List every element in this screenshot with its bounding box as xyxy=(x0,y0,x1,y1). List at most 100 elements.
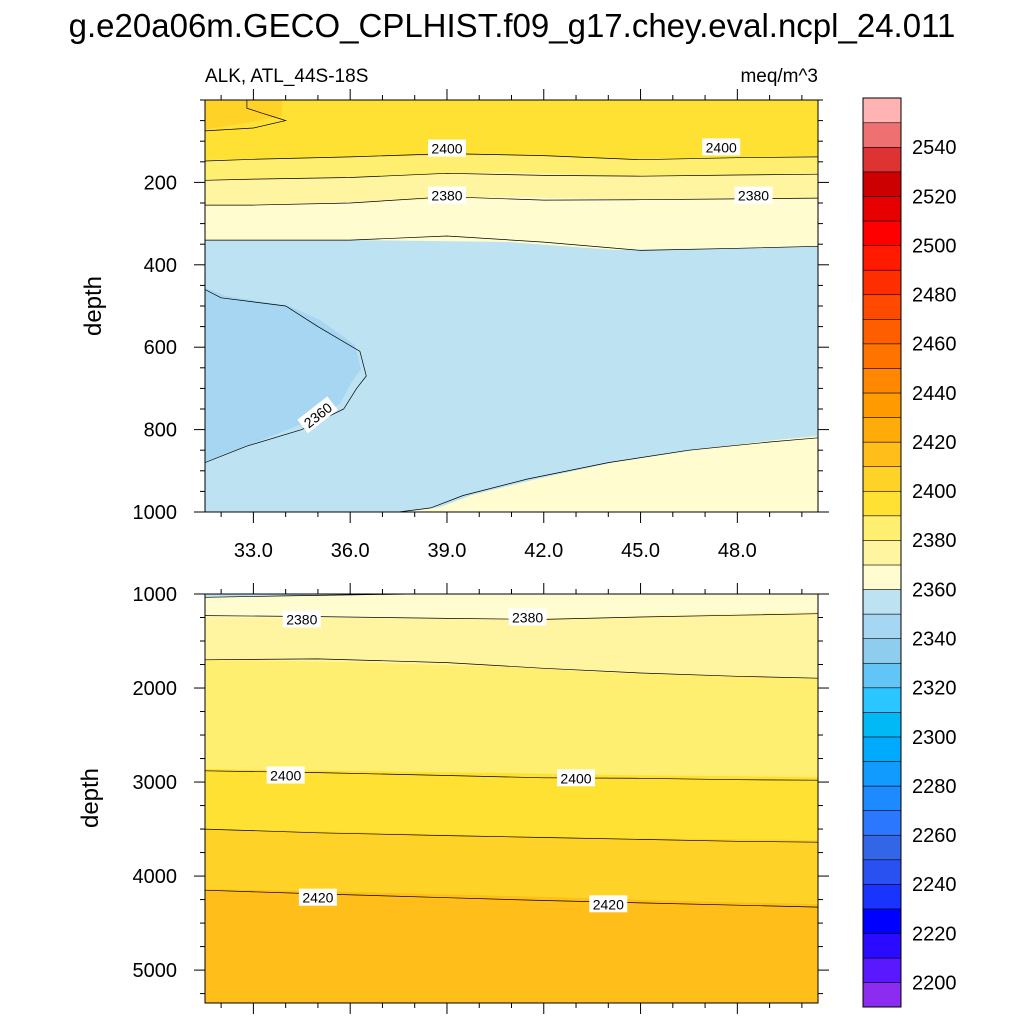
colorbar-tick-label: 2400 xyxy=(912,481,957,503)
contour-label-text: 2420 xyxy=(302,890,333,906)
upper-fill-band-2390 xyxy=(205,155,818,180)
contour-label-bg xyxy=(282,610,321,628)
x-tick-label: 36.0 xyxy=(331,540,370,562)
chart-units-label: meq/m^3 xyxy=(740,66,818,87)
x-tick-label: 39.0 xyxy=(428,540,467,562)
colorbar-swatch xyxy=(862,883,902,910)
colorbar-swatch xyxy=(862,294,902,320)
contour-label-bg xyxy=(297,396,338,434)
colorbar-swatch xyxy=(862,318,902,345)
colorbar-swatch xyxy=(862,245,902,271)
lower-contour-fills xyxy=(205,594,818,1003)
contour-label-bg xyxy=(428,139,466,157)
contour-label-text: 2400 xyxy=(270,768,301,784)
upper-contour-fills xyxy=(205,100,818,512)
colorbar-swatch xyxy=(862,220,902,246)
chart-subtitle-left: ALK, ATL_44S-18S xyxy=(205,66,368,87)
y-tick-label: 2000 xyxy=(133,678,178,700)
colorbar-swatch xyxy=(862,638,902,664)
contour-label: 2380 xyxy=(508,608,547,626)
y-tick-label: 400 xyxy=(144,255,177,277)
colorbar-swatch xyxy=(862,441,902,468)
x-tick-label: 45.0 xyxy=(621,540,660,562)
upper-x-axis: 33.0 36.0 39.0 42.0 45.0 48.0 xyxy=(220,89,803,562)
y-tick-label: 5000 xyxy=(133,960,178,982)
lower-fill-band-2380 xyxy=(205,594,818,619)
contour-line-2390 xyxy=(205,658,818,679)
colorbar-swatch xyxy=(862,711,902,738)
contour-label-bg xyxy=(266,766,305,784)
colorbar-swatch xyxy=(862,122,902,148)
upper-fill-band-2360-core xyxy=(205,288,361,462)
contour-line-2370 xyxy=(398,437,818,512)
x-tick-label: 48.0 xyxy=(718,540,757,562)
contour-line-2390 xyxy=(205,172,818,181)
colorbar-tick-label: 2200 xyxy=(912,972,957,994)
contour-line-2400 xyxy=(205,153,818,162)
x-tick-label: 33.0 xyxy=(234,540,273,562)
colorbar-swatch xyxy=(862,785,902,811)
colorbar-swatch xyxy=(862,564,902,590)
colorbar-tick-label: 2340 xyxy=(912,629,957,651)
contour-label-text: 2420 xyxy=(593,896,624,912)
colorbar-swatch xyxy=(862,515,902,541)
colorbar-frame xyxy=(862,97,902,1008)
contour-label-bg xyxy=(508,608,547,626)
colorbar-swatch xyxy=(862,97,902,124)
x-tick-label: 42.0 xyxy=(524,540,563,562)
colorbar-tick-label: 2460 xyxy=(912,334,957,356)
contour-label: 2400 xyxy=(266,766,305,784)
upper-fill-band-2370-bottom xyxy=(407,436,818,512)
lower-panel: 2380 2380 2400 2400 2420 2420 1000 2000 3000 400… xyxy=(133,583,829,1014)
colorbar-swatch xyxy=(862,687,902,713)
contour-line-2400 xyxy=(205,770,818,781)
colorbar-swatch xyxy=(862,736,902,762)
contour-label-bg xyxy=(298,888,337,906)
colorbar-swatch xyxy=(862,761,902,787)
colorbar-swatch xyxy=(862,417,902,443)
y-tick-label: 800 xyxy=(144,420,177,442)
colorbar-swatch xyxy=(862,859,902,885)
colorbar-swatch xyxy=(862,810,902,836)
y-tick-label: 1000 xyxy=(133,502,178,524)
contour-label: 2420 xyxy=(589,895,628,913)
contour-label: 2380 xyxy=(282,610,321,628)
upper-fill-band-2410 xyxy=(205,100,282,130)
colorbar-tick-label: 2360 xyxy=(912,579,957,601)
contour-label: 2400 xyxy=(428,139,466,157)
colorbar-swatch xyxy=(862,269,902,296)
colorbar-swatch xyxy=(862,392,902,418)
colorbar-tick-label: 2320 xyxy=(912,678,957,700)
colorbar-swatch xyxy=(862,932,902,959)
contour-label-text: 2380 xyxy=(512,610,543,626)
colorbar-tick-label: 2240 xyxy=(912,874,957,896)
contour-line-2360 xyxy=(205,289,367,463)
colorbar-swatch xyxy=(862,908,902,934)
colorbar-tick-label: 2520 xyxy=(912,186,957,208)
contour-label-text: 2400 xyxy=(431,141,462,157)
y-tick-label: 3000 xyxy=(133,772,178,794)
lower-x-axis xyxy=(220,583,803,1014)
contour-label-text: 2380 xyxy=(431,188,462,204)
contour-label-bg xyxy=(557,769,595,787)
contour-line-2410 xyxy=(205,100,288,132)
upper-contour-lines xyxy=(205,100,818,512)
colorbar-tick-label: 2300 xyxy=(912,727,957,749)
contour-label-bg xyxy=(734,186,773,204)
colorbar-tick-label: 2540 xyxy=(912,137,957,159)
colorbar-tick-label: 2500 xyxy=(912,235,957,257)
colorbar-swatch xyxy=(862,146,902,173)
contour-label: 2400 xyxy=(557,769,595,787)
colorbar-tick-label: 2440 xyxy=(912,383,957,405)
colorbar-tick-label: 2220 xyxy=(912,923,957,945)
colorbar-swatch xyxy=(862,834,902,861)
contour-label-bg xyxy=(702,138,741,156)
colorbar-swatch xyxy=(862,982,902,1008)
colorbar-swatch xyxy=(862,539,902,566)
contour-line-2410 xyxy=(205,828,818,843)
contour-line-2370 xyxy=(205,235,818,251)
colorbar-swatch xyxy=(862,613,902,639)
colorbar-tick-label: 2480 xyxy=(912,285,957,307)
colorbar-swatch xyxy=(862,466,902,492)
